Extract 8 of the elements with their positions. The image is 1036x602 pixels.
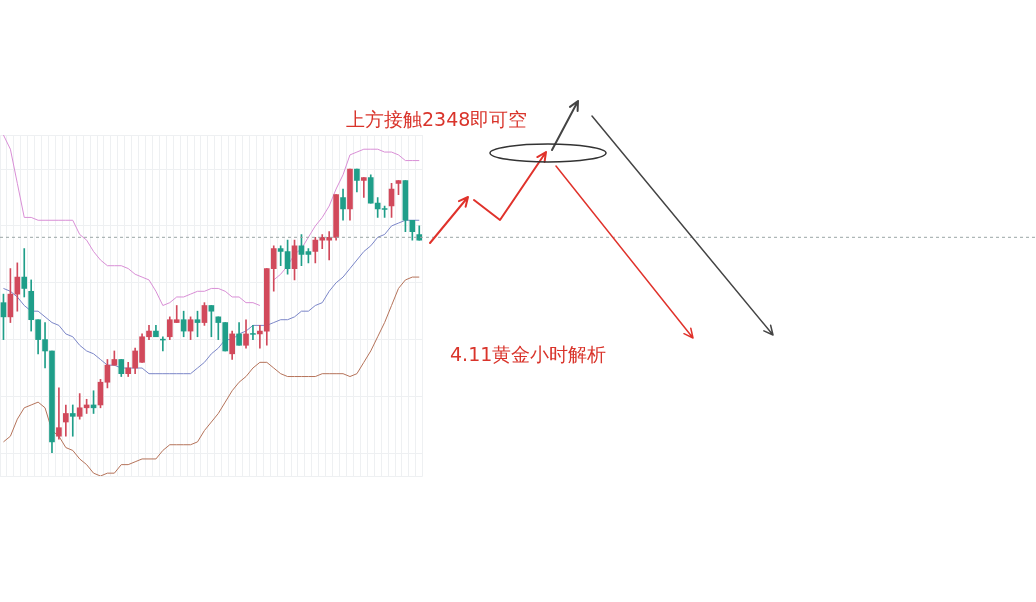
candlestick (257, 325, 263, 349)
text: 上方接触2348即可空 (346, 107, 528, 132)
text: 4.11黄金小时解析 (450, 342, 607, 367)
candlestick (69, 404, 76, 437)
candlestick (250, 325, 256, 340)
candlestick (21, 248, 28, 298)
candlestick (56, 387, 62, 440)
candlestick (361, 177, 367, 198)
